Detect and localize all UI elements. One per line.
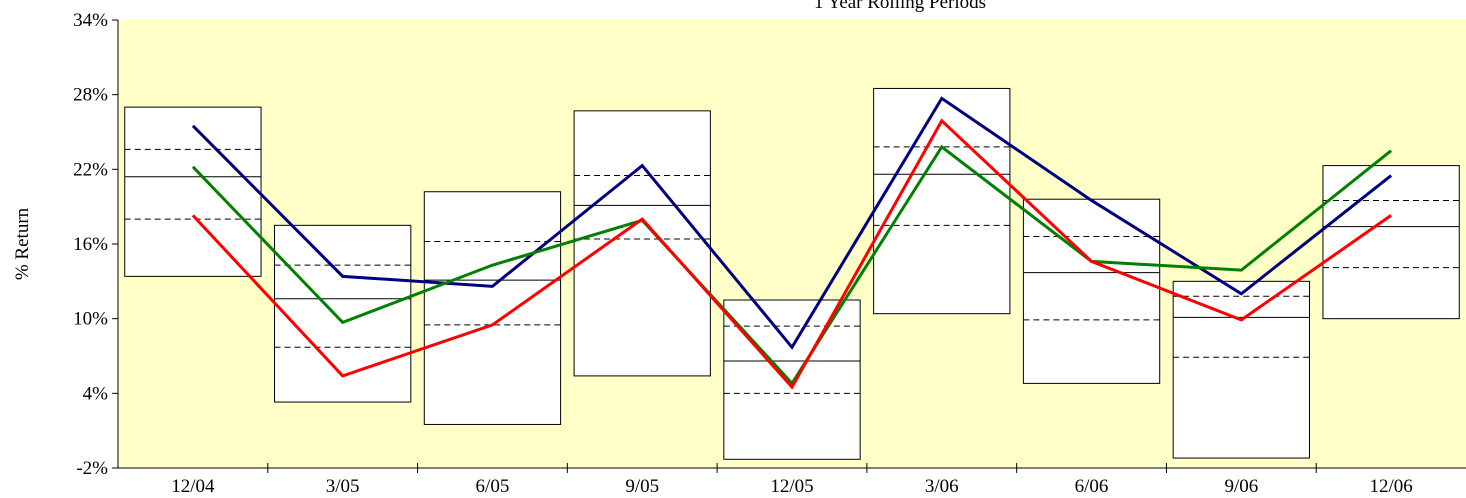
y-tick-label: -2%: [76, 458, 108, 479]
range-box: [274, 224, 412, 403]
x-tick-label: 12/05: [770, 476, 813, 497]
y-tick-label: 34%: [73, 10, 108, 31]
x-tick-label: 9/05: [625, 476, 659, 497]
range-box: [573, 110, 711, 377]
series-line: [191, 118, 1392, 390]
series-line: [191, 96, 1393, 350]
x-tick-label: 12/04: [171, 476, 215, 497]
x-tick-label: 9/06: [1224, 476, 1258, 497]
y-axis-label: % Return: [12, 207, 33, 280]
series-line: [191, 144, 1393, 386]
y-tick-label: 10%: [73, 309, 108, 330]
range-box: [1172, 280, 1310, 459]
x-tick-label: 3/05: [326, 476, 360, 497]
y-tick-label: 16%: [73, 234, 108, 255]
x-tick-label: 3/06: [925, 476, 959, 497]
range-box: [1322, 165, 1460, 320]
chart-title: 1 Year Rolling Periods: [814, 0, 986, 13]
range-box: [124, 106, 262, 277]
x-tick-label: 6/06: [1075, 476, 1109, 497]
y-tick-label: 4%: [83, 383, 109, 404]
range-box: [723, 299, 861, 460]
y-tick-label: 22%: [73, 159, 108, 180]
range-box: [423, 191, 562, 425]
y-tick-label: 28%: [73, 85, 108, 106]
x-tick-label: 12/06: [1369, 476, 1412, 497]
x-tick-label: 6/05: [476, 476, 510, 497]
